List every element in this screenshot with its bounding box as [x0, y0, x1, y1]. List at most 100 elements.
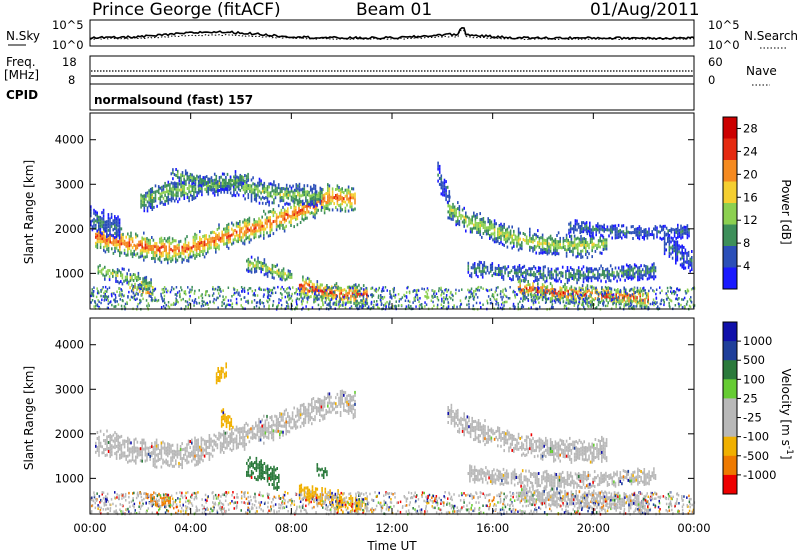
velocity-ylabel: Slant Range [km]	[22, 366, 36, 470]
velocity-colorbar-label: Velocity [m s-1]	[779, 369, 794, 460]
noise-sky-line	[89, 26, 695, 41]
xtick-label-6: 00:00	[677, 521, 710, 535]
colorbar-swatch-7	[723, 267, 737, 290]
power-near-range-speckle	[90, 285, 696, 311]
noise-strip: N.Sky 10^5 10^0 10^5 10^0 N.Search	[6, 18, 798, 52]
colorbar-tick-label-2: 100	[743, 372, 765, 386]
power-ylabel: Slant Range [km]	[22, 160, 36, 264]
freq-nave-strip: Freq. [MHz] 18 8 60 0 Nave	[4, 55, 777, 87]
power-band-11	[90, 205, 121, 240]
power-band-10	[437, 161, 451, 204]
power-band-12	[663, 231, 693, 273]
power-colorbar-label: Power [dB]	[779, 179, 793, 244]
colorbar-tick-label-1: 24	[743, 144, 758, 158]
velocity-feature-4	[246, 456, 280, 491]
colorbar-swatch-0	[723, 117, 737, 139]
colorbar-swatch-3	[723, 181, 737, 204]
colorbar-tick-label-5: 8	[743, 236, 750, 250]
x-axis-label: Time UT	[366, 539, 417, 553]
colorbar-tick-label-4: -25	[743, 411, 762, 425]
velocity-plot-frame	[89, 317, 695, 515]
colorbar-tick-label-5: -100	[743, 430, 769, 444]
colorbar-tick-label-0: 1000	[743, 334, 772, 348]
colorbar-tick-label-4: 12	[743, 213, 758, 227]
colorbar-tick-label-7: -1000	[743, 468, 776, 482]
cpid-strip: CPID normalsound (fast) 157	[6, 83, 695, 111]
power-panel: 4000 3000 2000 1000 Slant Range [km] 28 24 20…	[22, 112, 793, 311]
power-plot-frame	[89, 112, 695, 310]
freq-tick-top: 18	[62, 55, 77, 69]
freq-tick-bottom: 8	[68, 73, 75, 87]
velocity-axes: 4000 3000 2000 1000 00:00 04:00 08:00 12:00 16:0…	[55, 318, 711, 535]
ytick-label-1: 3000	[55, 382, 84, 396]
nsearch-label: N.Search	[744, 29, 798, 43]
xtick-label-2: 08:00	[275, 521, 308, 535]
power-colorbar: 28 24 20 16 12 8 4	[722, 116, 758, 290]
freq-label: Freq.	[6, 55, 36, 69]
colorbar-swatch-4	[723, 203, 737, 225]
noise-tick-left-top: 10^5	[52, 18, 84, 32]
colorbar-swatch-5	[723, 417, 737, 438]
ytick-label-3: 1000	[55, 471, 84, 485]
noise-tick-left-bottom: 10^0	[52, 38, 84, 52]
colorbar-tick-label-2: 20	[743, 167, 758, 181]
colorbar-frame	[722, 116, 738, 290]
xtick-label-0: 00:00	[73, 521, 106, 535]
velocity-feature-1	[447, 403, 608, 464]
colorbar-tick-label-1: 500	[743, 353, 765, 367]
power-plot-area	[90, 161, 696, 311]
colorbar-swatch-5	[723, 224, 737, 247]
velocity-colorbar-label-text: Velocity [m s	[779, 369, 793, 446]
colorbar-swatch-1	[723, 138, 737, 161]
colorbar-swatch-4	[723, 398, 737, 418]
colorbar-tick-label-6: -500	[743, 449, 769, 463]
date-label: 01/Aug/2011	[590, 0, 700, 20]
velocity-feature-7	[215, 362, 227, 385]
velocity-feature-3	[517, 484, 649, 515]
noise-tick-right-bottom: 10^0	[708, 38, 740, 52]
velocity-near-range-speckle	[90, 490, 696, 516]
velocity-feature-2	[467, 464, 657, 490]
ytick-label-2: 2000	[55, 427, 84, 441]
colorbar-swatch-7	[723, 455, 737, 476]
nave-tick-bottom: 0	[708, 73, 715, 87]
velocity-panel: 4000 3000 2000 1000 00:00 04:00 08:00 12:00 16:0…	[22, 317, 794, 535]
colorbar-swatch-1	[723, 341, 737, 361]
velocity-colorbar-exponent: -1	[784, 446, 794, 455]
nave-tick-top: 60	[708, 55, 723, 69]
noise-tick-right-top: 10^5	[708, 18, 740, 32]
colorbar-tick-label-6: 4	[743, 259, 750, 273]
freq-unit: [MHz]	[4, 68, 39, 82]
colorbar-swatch-6	[723, 436, 737, 457]
xtick-label-1: 04:00	[174, 521, 207, 535]
colorbar-tick-label-0: 28	[743, 121, 758, 135]
xtick-label-4: 16:00	[476, 521, 509, 535]
radar-title: Prince George (fitACF)	[92, 0, 281, 20]
power-band-2	[170, 168, 249, 193]
power-band-9	[568, 219, 690, 241]
colorbar-tick-label-3: 25	[743, 391, 758, 405]
colorbar-swatch-2	[723, 160, 737, 182]
power-band-3	[97, 264, 154, 295]
velocity-feature-8	[220, 408, 234, 431]
beam-label: Beam 01	[356, 0, 432, 20]
colorbar-swatch-8	[723, 474, 737, 495]
ytick-label-0: 4000	[55, 133, 84, 147]
colorbar-frame	[722, 321, 738, 495]
nsky-label: N.Sky	[6, 29, 40, 43]
xtick-label-5: 20:00	[577, 521, 610, 535]
velocity-feature-9	[316, 463, 328, 479]
colorbar-tick-label-3: 16	[743, 190, 758, 204]
ytick-label-2: 2000	[55, 222, 84, 236]
cpid-value: normalsound (fast) 157	[94, 93, 253, 107]
colorbar-swatch-2	[723, 360, 737, 380]
ytick-label-3: 1000	[55, 266, 84, 280]
cpid-label: CPID	[6, 88, 38, 102]
nave-label: Nave	[746, 64, 777, 78]
xtick-label-3: 12:00	[375, 521, 408, 535]
velocity-plot-area	[90, 362, 696, 516]
ytick-label-1: 3000	[55, 177, 84, 191]
colorbar-swatch-6	[723, 246, 737, 268]
power-axes: 4000 3000 2000 1000	[55, 113, 695, 309]
